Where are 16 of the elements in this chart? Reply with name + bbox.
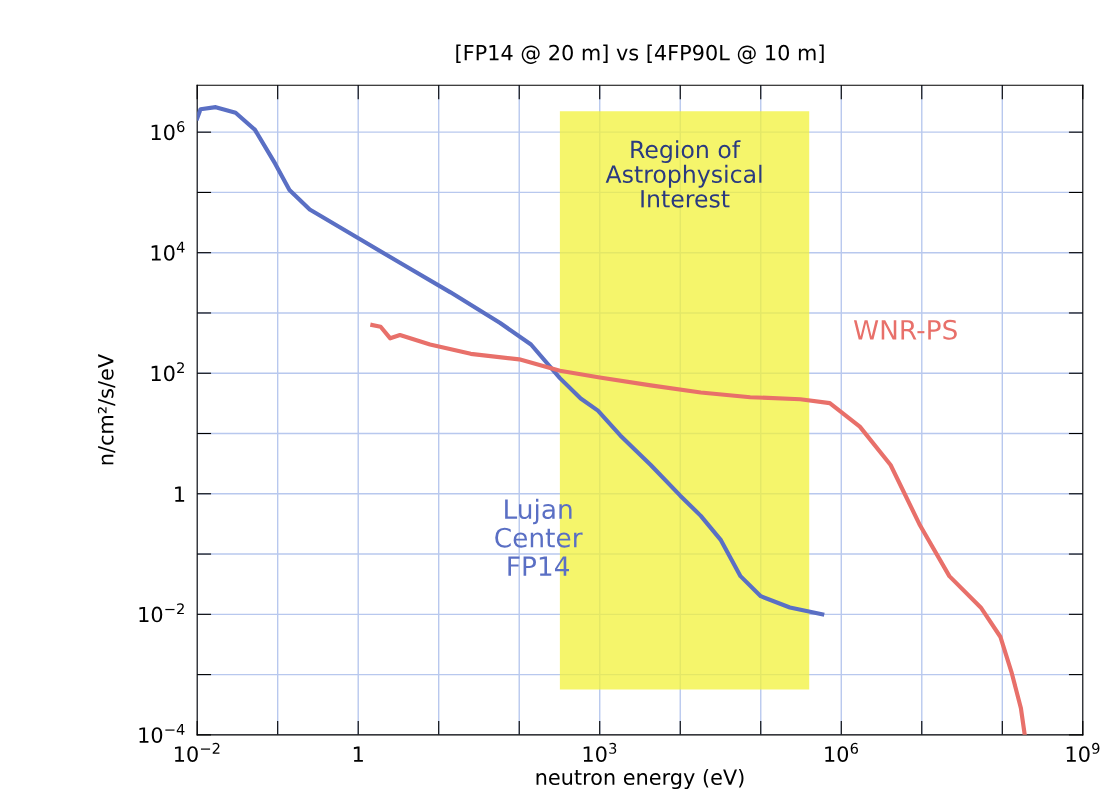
x-tick-label: 10$^{−2}$ — [174, 742, 220, 762]
x-tick-label: 1 — [353, 746, 363, 762]
y-tick-label: 10$^{−2}$ — [139, 603, 184, 623]
x-tick-label: 10$^{9}$ — [1066, 742, 1100, 762]
band-label: Region of Astrophysical Interest — [605, 140, 762, 208]
y-tick-label: 10$^{4}$ — [151, 241, 185, 261]
y-tick-label: 10$^{−4}$ — [139, 724, 185, 743]
y-axis-title: n/cm²/s/eV — [97, 354, 116, 465]
y-tick-label: 10$^{6}$ — [151, 121, 185, 141]
y-tick-label: 1 — [175, 486, 185, 502]
y-tick-label: 10$^{2}$ — [151, 362, 184, 382]
text: WNR-PS — [853, 319, 957, 340]
chart-title: [FP14 @ 20 m] vs [4FP90L @ 10 m] — [456, 44, 824, 64]
x-axis-title: neutron energy (eV) — [536, 768, 744, 790]
x-tick-label: 10$^{6}$ — [825, 742, 859, 762]
x-tick-label: 10$^{3}$ — [583, 742, 617, 762]
